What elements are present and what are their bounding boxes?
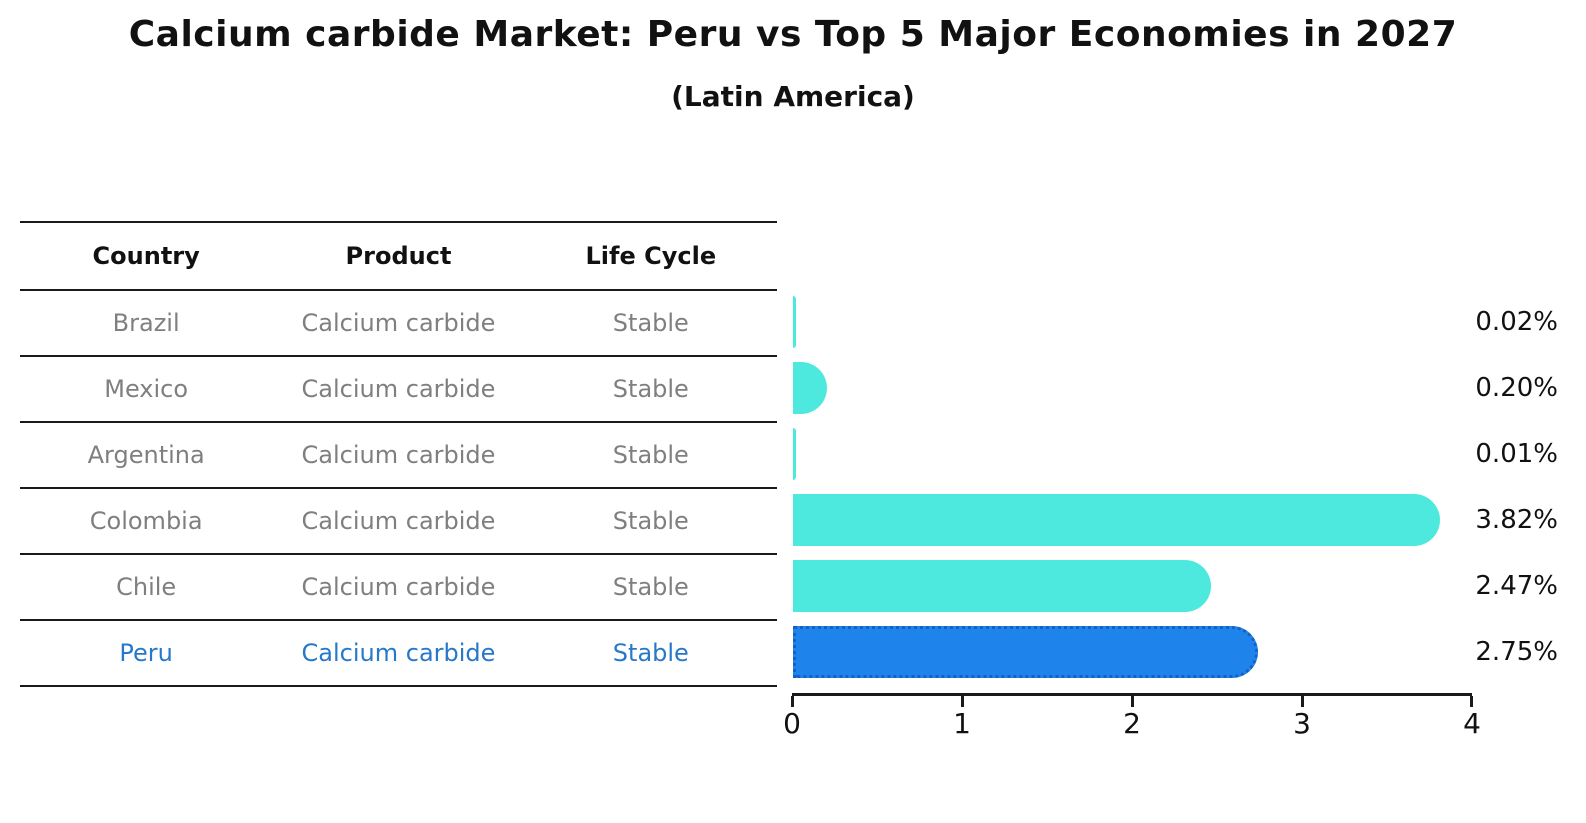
value-label-column: 0.02% 0.20% 0.01% 3.82% 2.47% 2.75%	[1462, 289, 1558, 685]
cell-product: Calcium carbide	[301, 639, 496, 667]
table-row: Mexico Calcium carbide Stable	[20, 357, 777, 423]
bar-row	[793, 553, 1470, 619]
cell-product: Calcium carbide	[301, 375, 496, 403]
bar-row	[793, 289, 1470, 355]
x-axis-tick	[1131, 696, 1134, 707]
bar-colombia	[793, 494, 1440, 546]
x-axis-tick	[1301, 696, 1304, 707]
bar-row	[793, 619, 1470, 685]
x-axis-tick-label: 4	[1463, 707, 1481, 740]
bar-row	[793, 487, 1470, 553]
cell-country: Brazil	[112, 309, 180, 337]
table-header-row: Country Product Life Cycle	[20, 223, 777, 291]
header-cell-country: Country	[92, 242, 200, 270]
table-row: Chile Calcium carbide Stable	[20, 555, 777, 621]
x-axis-tick	[1470, 696, 1473, 707]
cell-country: Argentina	[87, 441, 205, 469]
cell-lifecycle: Stable	[612, 639, 689, 667]
header-cell-lifecycle: Life Cycle	[585, 242, 717, 270]
cell-product: Calcium carbide	[301, 573, 496, 601]
cell-product: Calcium carbide	[301, 441, 496, 469]
cell-lifecycle: Stable	[612, 507, 689, 535]
x-axis-tick-label: 3	[1293, 707, 1311, 740]
comparison-table: Country Product Life Cycle Brazil Calciu…	[20, 221, 777, 687]
bar-value-label: 2.47%	[1475, 571, 1558, 601]
cell-country: Chile	[116, 573, 177, 601]
table-row: Brazil Calcium carbide Stable	[20, 291, 777, 357]
bar-value-label: 2.75%	[1475, 637, 1558, 667]
cell-country: Peru	[119, 639, 173, 667]
x-axis: 0 1 2 3 4	[783, 693, 1481, 740]
cell-lifecycle: Stable	[612, 573, 689, 601]
cell-product: Calcium carbide	[301, 309, 496, 337]
bar-mexico	[793, 362, 827, 414]
header-cell-product: Product	[345, 242, 452, 270]
bar-chile	[793, 560, 1212, 612]
bar-chart-area	[793, 289, 1470, 685]
x-axis-tick	[961, 696, 964, 707]
bar-brazil	[793, 296, 797, 348]
x-axis-tick-label: 0	[783, 707, 801, 740]
page-title: Calcium carbide Market: Peru vs Top 5 Ma…	[128, 14, 1458, 55]
bar-value-label: 0.20%	[1475, 373, 1558, 403]
table-row-peru: Peru Calcium carbide Stable	[20, 621, 777, 687]
x-axis-tick-label: 1	[953, 707, 971, 740]
table-row: Colombia Calcium carbide Stable	[20, 489, 777, 555]
bar-argentina	[793, 428, 796, 480]
cell-lifecycle: Stable	[612, 441, 689, 469]
cell-country: Colombia	[89, 507, 203, 535]
cell-lifecycle: Stable	[612, 375, 689, 403]
bar-peru	[793, 626, 1259, 678]
page-subtitle: (Latin America)	[671, 80, 915, 113]
bar-value-label: 0.02%	[1475, 307, 1558, 337]
cell-country: Mexico	[104, 375, 189, 403]
cell-lifecycle: Stable	[612, 309, 689, 337]
bar-value-label: 0.01%	[1475, 439, 1558, 469]
bar-value-label: 3.82%	[1475, 505, 1558, 535]
cell-product: Calcium carbide	[301, 507, 496, 535]
x-axis-tick-label: 2	[1123, 707, 1141, 740]
bar-row	[793, 355, 1470, 421]
table-row: Argentina Calcium carbide Stable	[20, 423, 777, 489]
bar-row	[793, 421, 1470, 487]
x-axis-tick	[791, 696, 794, 707]
